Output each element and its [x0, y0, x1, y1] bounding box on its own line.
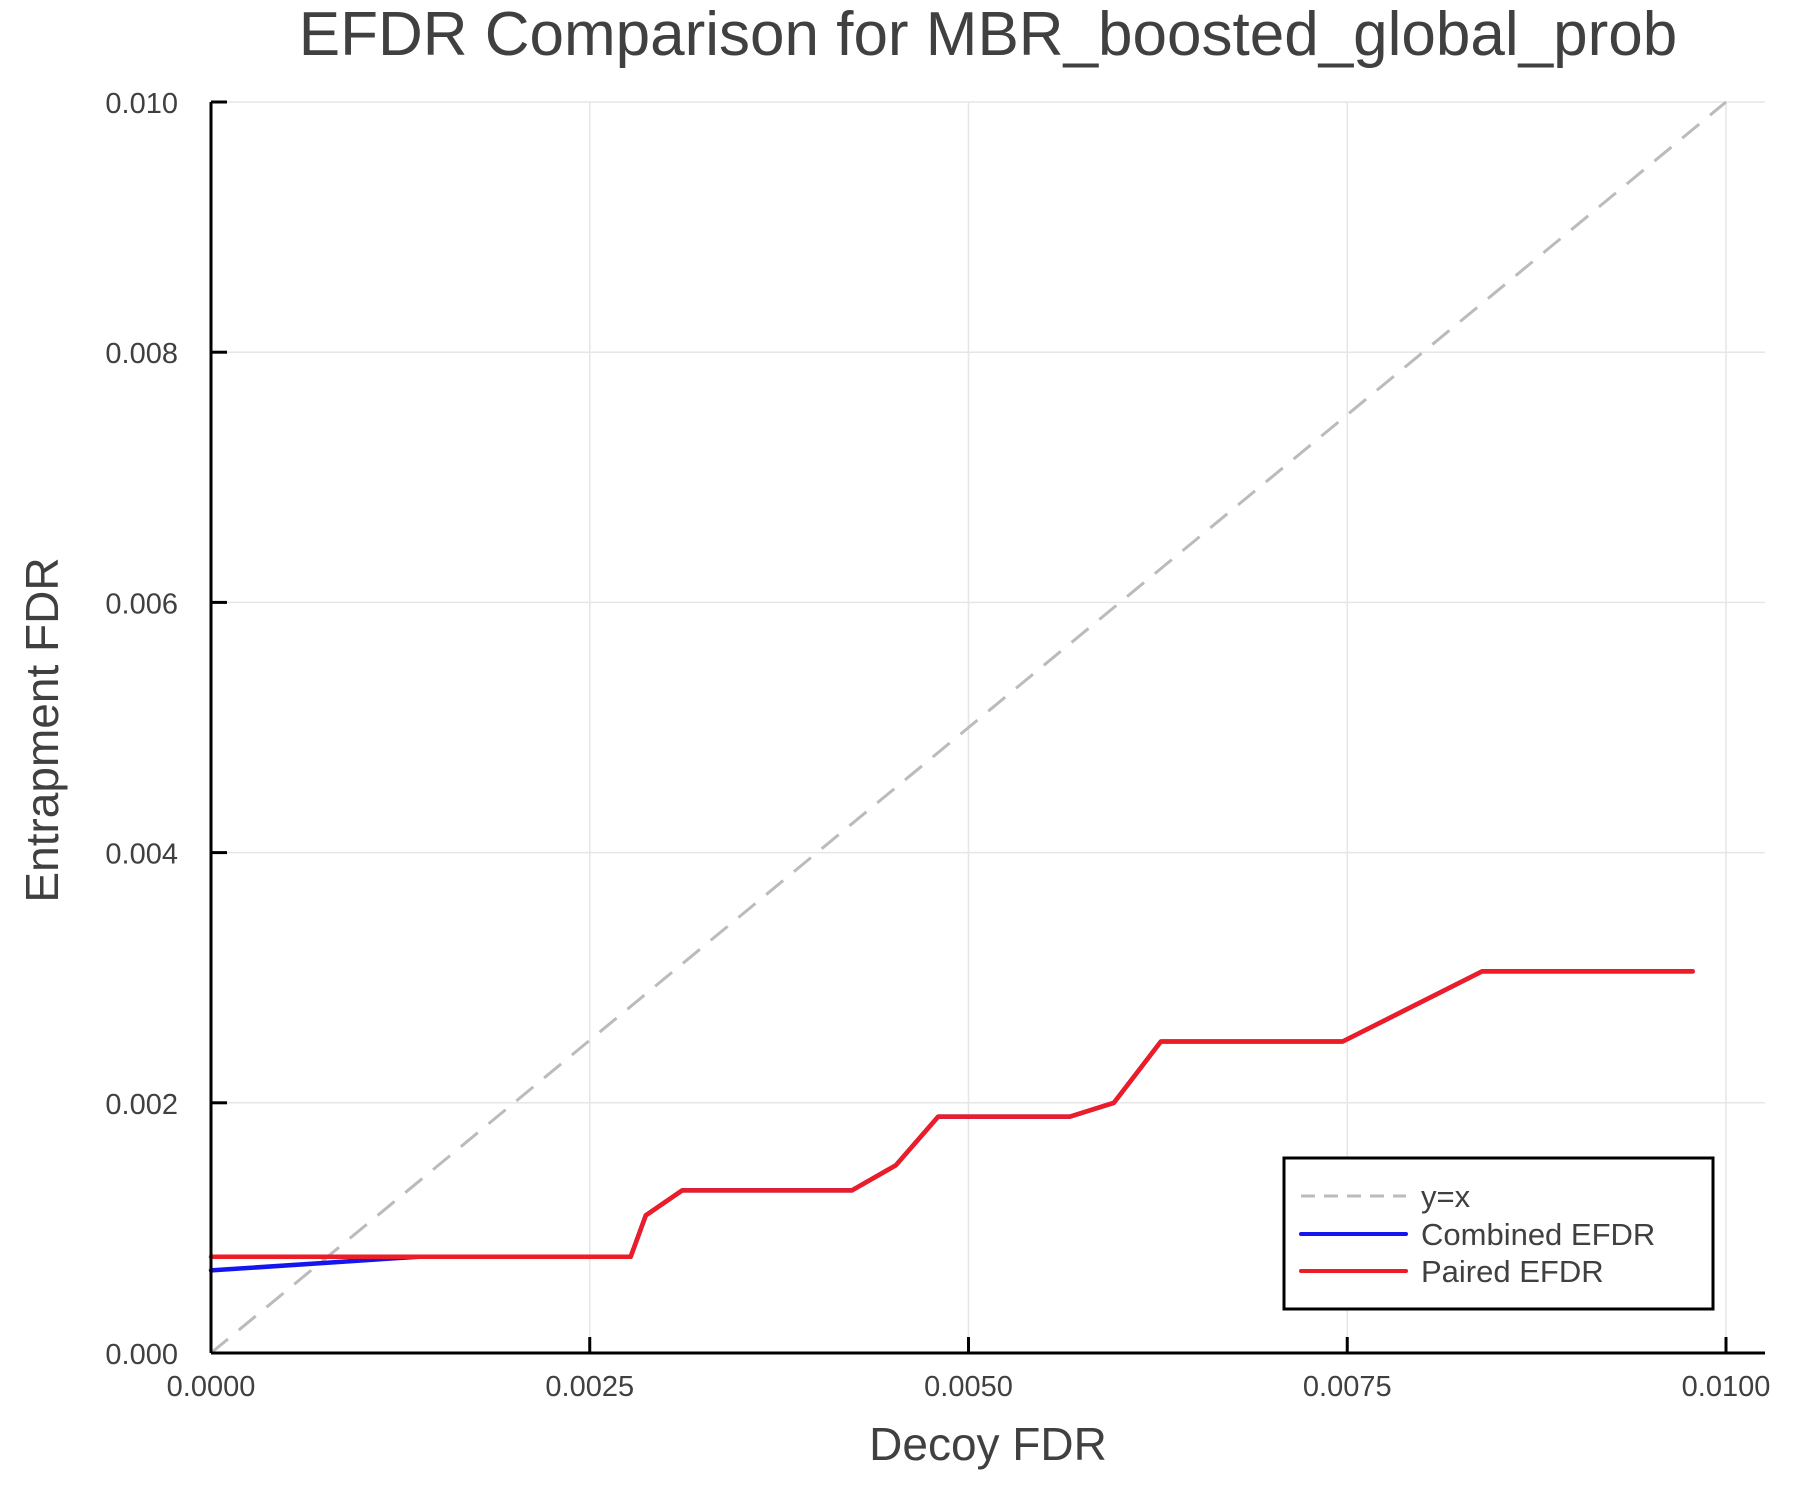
x-tick-label: 0.0075	[1303, 1371, 1392, 1403]
series-y-x-line	[210, 100, 1727, 1355]
y-tick-label: 0.000	[105, 1339, 178, 1371]
x-tick-label: 0.0050	[924, 1371, 1013, 1403]
plot-series	[208, 100, 1727, 1355]
x-tick-label: 0.0025	[545, 1371, 634, 1403]
x-tick-label: 0.0000	[167, 1371, 256, 1403]
legend-label-paired: Paired EFDR	[1421, 1254, 1604, 1289]
y-tick-label: 0.010	[105, 88, 178, 120]
legend-label-y-equals-x: y=x	[1421, 1179, 1471, 1214]
tick-marks: 0.0000 0.0025 0.0050 0.0075 0.0100 0.000 0.002…	[105, 88, 1770, 1403]
legend-label-combined: Combined EFDR	[1421, 1217, 1655, 1252]
grid-lines	[211, 101, 1765, 1353]
y-axis-label: Entrapment FDR	[16, 557, 68, 902]
series-paired-efdr-line	[208, 969, 1695, 1259]
y-tick-label: 0.006	[105, 588, 178, 620]
y-tick-label: 0.002	[105, 1089, 178, 1121]
x-axis-label: Decoy FDR	[869, 1418, 1107, 1470]
chart-title: EFDR Comparison for MBR_boosted_global_p…	[299, 0, 1677, 69]
axes	[209, 102, 1765, 1355]
y-tick-label: 0.008	[105, 338, 178, 370]
y-tick-label: 0.004	[105, 839, 178, 871]
x-tick-label: 0.0100	[1682, 1371, 1771, 1403]
legend: y=x Combined EFDR Paired EFDR	[1282, 1156, 1715, 1311]
